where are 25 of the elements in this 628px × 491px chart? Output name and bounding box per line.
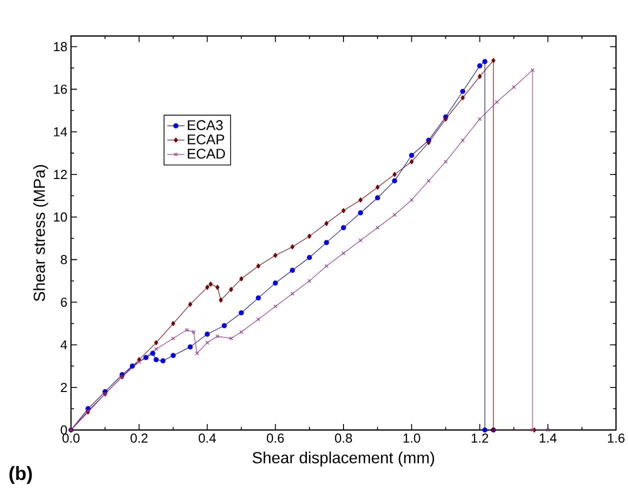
x-tick-label: 1.0 <box>404 434 420 443</box>
x-tick-label: 1.2 <box>472 434 488 443</box>
y-axis-title: Shear stress (MPa) <box>33 165 48 302</box>
y-tick-label: 18 <box>54 42 67 52</box>
y-tick-label: 6 <box>60 298 67 307</box>
y-tick-label: 4 <box>60 340 68 350</box>
legend-label: ECAP <box>188 134 224 144</box>
y-tick-label: 0 <box>60 425 67 435</box>
text: (b) <box>9 466 32 484</box>
x-tick-label: 1.6 <box>608 434 624 443</box>
x-tick-label: 0.8 <box>334 434 352 443</box>
x-tick-label: 0.2 <box>130 434 148 443</box>
x-tick-label: 1.4 <box>540 434 557 442</box>
y-tick-label: 8 <box>60 255 67 264</box>
y-tick-label: 10 <box>54 212 67 222</box>
y-tick-label: 2 <box>60 382 67 392</box>
legend-label: ECAD <box>188 148 225 159</box>
x-tick-label: 0.0 <box>62 434 80 443</box>
y-tick-label: 12 <box>54 170 67 179</box>
x-tick-label: 0.4 <box>198 434 216 443</box>
x-axis-title: Shear displacement (mm) <box>252 452 434 467</box>
y-tick-label: 16 <box>54 84 67 94</box>
legend-label: ECA3 <box>188 120 223 130</box>
x-tick-label: 0.6 <box>266 434 284 443</box>
y-tick-label: 14 <box>54 127 68 136</box>
